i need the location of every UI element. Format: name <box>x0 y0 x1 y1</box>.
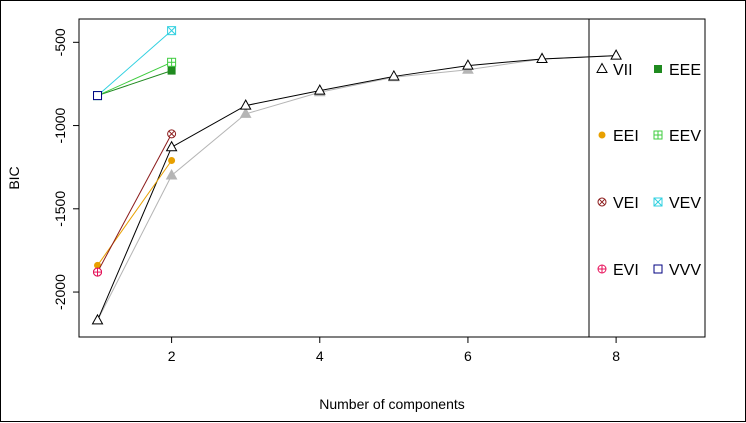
series-layer <box>91 26 622 325</box>
legend-item-evi: EVI <box>597 262 639 279</box>
legend-label-eee: EEE <box>669 62 701 79</box>
series-vev-line <box>97 30 172 96</box>
legend-item-eei: EEI <box>598 128 639 145</box>
x-axis-ticks: 2 4 6 8 <box>168 337 620 364</box>
legend-label-eev: EEV <box>669 128 701 145</box>
series-eee-line <box>97 70 172 97</box>
series-vii-point-8 <box>610 49 622 60</box>
x-axis-title: Number of components <box>319 396 465 412</box>
series-vii-point-6 <box>462 59 474 70</box>
series-vii-line <box>97 55 617 321</box>
series-vvv-point-1 <box>93 91 103 101</box>
legend-label-vii: VII <box>613 62 633 79</box>
y-tick-label--2000: -2000 <box>52 274 68 310</box>
legend-label-vvv: VVV <box>669 262 701 279</box>
legend-marker-vei <box>597 197 607 207</box>
series-vii-point-7 <box>536 52 548 63</box>
series-evi-point-1 <box>93 267 103 277</box>
legend-item-vei: VEI <box>597 195 639 212</box>
series-evi <box>93 267 103 277</box>
legend-item-eee: EEE <box>654 62 701 79</box>
y-axis-title: BIC <box>6 166 22 189</box>
legend-label-eei: EEI <box>613 128 639 145</box>
x-tick-label-6: 6 <box>464 348 472 364</box>
legend-marker-vvv <box>653 264 663 274</box>
legend-marker-eee <box>654 65 662 73</box>
series-vii-point-1 <box>91 313 104 325</box>
legend: VII EEE EEI EEV VEI VEV EVI VVV <box>596 62 701 279</box>
x-tick-label-2: 2 <box>168 348 176 364</box>
series-vei-point-2 <box>167 129 177 139</box>
series-eei-point-1 <box>94 261 102 269</box>
series-vii-point-5 <box>388 69 400 81</box>
series-eei <box>94 157 176 269</box>
series-eev-line <box>97 61 172 97</box>
series-eee-point-2 <box>167 66 176 75</box>
y-tick-label--1500: -1500 <box>52 191 68 227</box>
series-eev-point-2 <box>167 57 177 67</box>
series-vev <box>93 26 177 101</box>
legend-marker-evi <box>597 264 607 274</box>
series-eee <box>93 66 176 100</box>
series-eii <box>91 49 622 325</box>
series-eii-line <box>97 55 617 321</box>
series-vii-point-3 <box>239 99 252 110</box>
series-eii-point-2 <box>165 168 178 180</box>
plot-area <box>78 18 706 338</box>
y-tick-label--1000: -1000 <box>52 107 68 143</box>
y-tick-label--500: -500 <box>52 28 68 56</box>
series-eei-point-2 <box>168 157 176 165</box>
legend-item-eev: EEV <box>653 128 701 145</box>
series-vii-point-4 <box>313 84 326 95</box>
legend-label-evi: EVI <box>613 262 639 279</box>
series-eii-point-3 <box>239 107 252 118</box>
series-vvv <box>93 91 103 101</box>
series-vii-point-2 <box>165 140 178 152</box>
legend-marker-vii <box>596 62 608 73</box>
series-vei-line <box>97 133 173 273</box>
legend-marker-vev <box>653 197 663 207</box>
series-vii <box>91 49 622 325</box>
series-vev-point-2 <box>167 26 177 36</box>
legend-label-vei: VEI <box>613 195 639 212</box>
series-eev <box>93 57 177 101</box>
legend-item-vvv: VVV <box>653 262 701 279</box>
legend-item-vev: VEV <box>653 195 701 212</box>
x-tick-label-8: 8 <box>612 348 620 364</box>
legend-marker-eei <box>598 131 606 139</box>
series-eei-line <box>97 160 173 266</box>
legend-item-vii: VII <box>596 62 633 79</box>
y-axis-ticks: -2000 -1500 -1000 -500 <box>52 28 79 310</box>
legend-marker-eev <box>653 130 663 140</box>
x-tick-label-4: 4 <box>316 348 324 364</box>
legend-label-vev: VEV <box>669 195 701 212</box>
